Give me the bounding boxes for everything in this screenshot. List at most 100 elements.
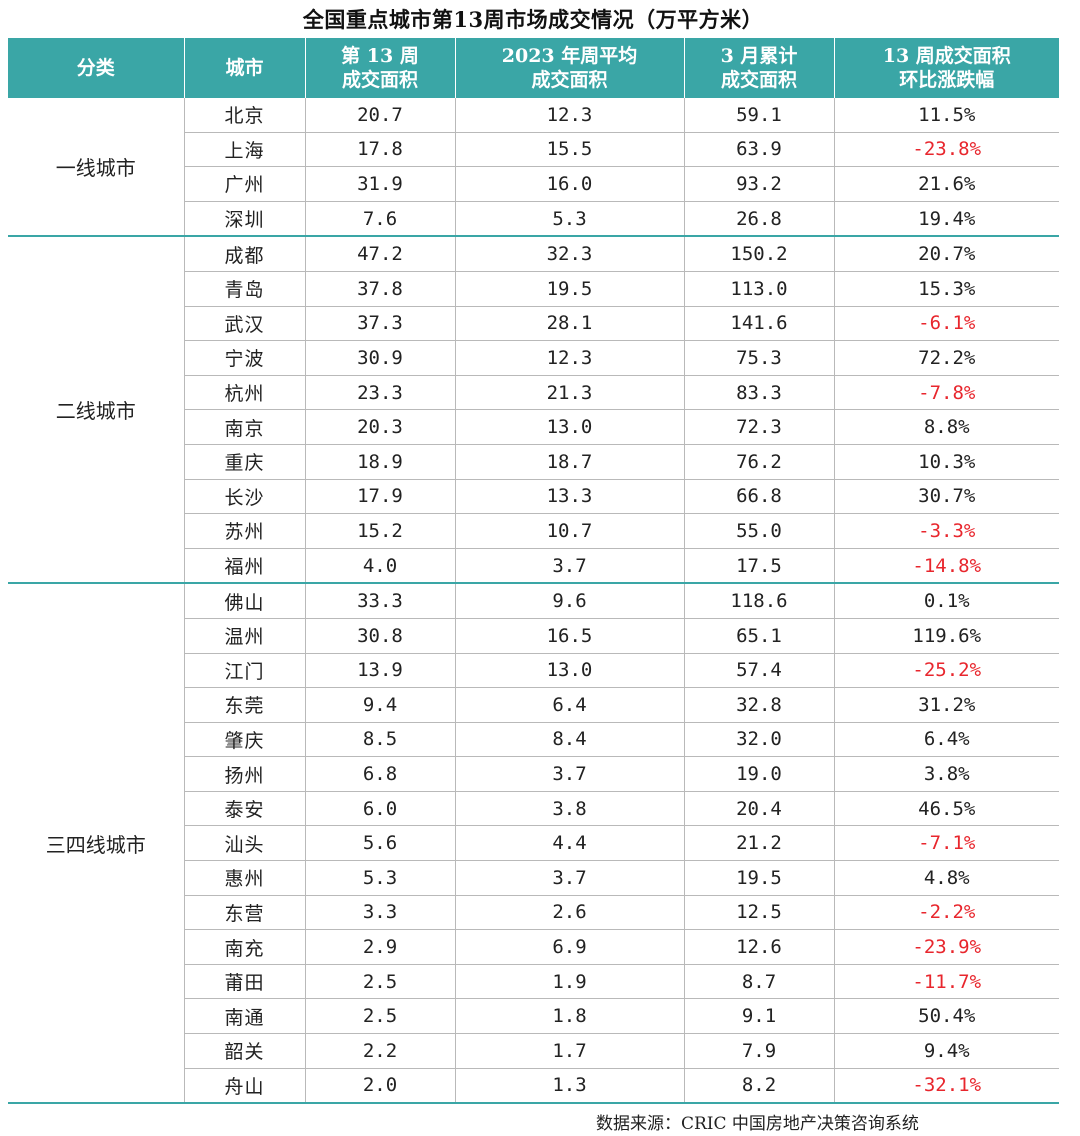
march-cell: 59.1 — [683, 98, 834, 133]
table-row: 东营 3.3 2.6 12.5 -2.2% — [8, 895, 1059, 931]
table-row: 重庆 18.9 18.7 76.2 10.3% — [8, 444, 1059, 480]
march-cell: 57.4 — [683, 653, 834, 689]
city-cell: 扬州 — [183, 756, 305, 792]
change-cell: -7.1% — [833, 825, 1059, 862]
change-cell: -14.8% — [833, 548, 1059, 585]
avg2023-cell: 19.5 — [454, 271, 684, 307]
change-cell: 6.4% — [833, 722, 1059, 758]
header-week13: 第 13 周成交面积 — [304, 38, 455, 98]
avg2023-cell: 3.7 — [454, 548, 684, 585]
week13-cell: 30.8 — [304, 618, 455, 654]
city-cell: 重庆 — [183, 444, 305, 480]
week13-cell: 20.7 — [304, 98, 455, 133]
week13-cell: 37.3 — [304, 306, 455, 342]
week13-cell: 4.0 — [304, 548, 455, 585]
march-cell: 75.3 — [683, 340, 834, 376]
avg2023-cell: 1.8 — [454, 998, 684, 1035]
avg2023-cell: 12.3 — [454, 340, 684, 376]
avg2023-cell: 3.8 — [454, 791, 684, 827]
table-row: 泰安 6.0 3.8 20.4 46.5% — [8, 791, 1059, 827]
table-title: 全国重点城市第13周市场成交情况（万平方米） — [302, 7, 764, 32]
city-cell: 汕头 — [183, 825, 305, 862]
week13-cell: 20.3 — [304, 409, 455, 445]
week13-cell: 18.9 — [304, 444, 455, 480]
change-cell: 0.1% — [833, 583, 1059, 619]
change-cell: 46.5% — [833, 791, 1059, 827]
march-cell: 12.6 — [683, 929, 834, 965]
table-row: 上海 17.8 15.5 63.9 -23.8% — [8, 132, 1059, 168]
change-cell: 21.6% — [833, 166, 1059, 202]
change-cell: -23.9% — [833, 929, 1059, 965]
city-cell: 成都 — [183, 236, 305, 272]
change-cell: -32.1% — [833, 1068, 1059, 1105]
table-row: 宁波 30.9 12.3 75.3 72.2% — [8, 340, 1059, 376]
avg2023-cell: 10.7 — [454, 513, 684, 549]
avg2023-cell: 1.3 — [454, 1068, 684, 1105]
avg2023-cell: 32.3 — [454, 236, 684, 272]
table-row: 扬州 6.8 3.7 19.0 3.8% — [8, 756, 1059, 792]
city-cell: 江门 — [183, 653, 305, 689]
march-cell: 8.2 — [683, 1068, 834, 1105]
avg2023-cell: 18.7 — [454, 444, 684, 480]
avg2023-cell: 16.0 — [454, 166, 684, 202]
table-row: 温州 30.8 16.5 65.1 119.6% — [8, 618, 1059, 654]
change-cell: 4.8% — [833, 860, 1059, 896]
march-cell: 150.2 — [683, 236, 834, 272]
week13-cell: 2.5 — [304, 964, 455, 1000]
city-cell: 深圳 — [183, 201, 305, 238]
category-cell: 三四线城市 — [8, 583, 184, 1105]
change-cell: 15.3% — [833, 271, 1059, 307]
table-row: 长沙 17.9 13.3 66.8 30.7% — [8, 479, 1059, 515]
header-city: 城市 — [183, 38, 305, 98]
week13-cell: 7.6 — [304, 201, 455, 238]
week13-cell: 17.9 — [304, 479, 455, 515]
table-row: 肇庆 8.5 8.4 32.0 6.4% — [8, 722, 1059, 758]
table-row: 江门 13.9 13.0 57.4 -25.2% — [8, 653, 1059, 689]
city-cell: 上海 — [183, 132, 305, 168]
march-cell: 20.4 — [683, 791, 834, 827]
week13-cell: 3.3 — [304, 895, 455, 931]
week13-cell: 5.6 — [304, 825, 455, 862]
city-cell: 广州 — [183, 166, 305, 202]
march-cell: 12.5 — [683, 895, 834, 931]
march-cell: 26.8 — [683, 201, 834, 238]
header-avg2023: 2023 年周平均 成交面积 — [454, 38, 684, 98]
week13-cell: 2.2 — [304, 1033, 455, 1069]
march-cell: 55.0 — [683, 513, 834, 549]
change-cell: 3.8% — [833, 756, 1059, 792]
week13-cell: 5.3 — [304, 860, 455, 896]
avg2023-cell: 4.4 — [454, 825, 684, 862]
table-row: 东莞 9.4 6.4 32.8 31.2% — [8, 687, 1059, 723]
city-cell: 南京 — [183, 409, 305, 445]
change-cell: 31.2% — [833, 687, 1059, 723]
march-cell: 32.8 — [683, 687, 834, 723]
city-cell: 肇庆 — [183, 722, 305, 758]
header-march: 3 月累计 成交面积 — [683, 38, 834, 98]
city-cell: 东营 — [183, 895, 305, 931]
week13-cell: 23.3 — [304, 375, 455, 411]
change-cell: -3.3% — [833, 513, 1059, 549]
city-cell: 宁波 — [183, 340, 305, 376]
table-body: 一线城市 北京 20.7 12.3 59.1 11.5% 上海 17.8 15.5 63.9 -23… — [8, 98, 1059, 1105]
city-cell: 武汉 — [183, 306, 305, 342]
avg2023-cell: 16.5 — [454, 618, 684, 654]
march-cell: 93.2 — [683, 166, 834, 202]
table-row: 深圳 7.6 5.3 26.8 19.4% — [8, 201, 1059, 238]
avg2023-cell: 13.0 — [454, 653, 684, 689]
avg2023-cell: 6.9 — [454, 929, 684, 965]
table-row: 莆田 2.5 1.9 8.7 -11.7% — [8, 964, 1059, 1000]
march-cell: 63.9 — [683, 132, 834, 168]
table-row: 苏州 15.2 10.7 55.0 -3.3% — [8, 513, 1059, 549]
table-row: 南京 20.3 13.0 72.3 8.8% — [8, 409, 1059, 445]
table-row: 杭州 23.3 21.3 83.3 -7.8% — [8, 375, 1059, 411]
market-table: 分类 城市 第 13 周成交面积 2023 年周平均 成交面积 3 月累计 成交面积… — [8, 38, 1059, 1105]
table-row: 汕头 5.6 4.4 21.2 -7.1% — [8, 825, 1059, 862]
march-cell: 9.1 — [683, 998, 834, 1035]
change-cell: -6.1% — [833, 306, 1059, 342]
table-row: 南充 2.9 6.9 12.6 -23.9% — [8, 929, 1059, 965]
march-cell: 8.7 — [683, 964, 834, 1000]
week13-cell: 6.8 — [304, 756, 455, 792]
week13-cell: 31.9 — [304, 166, 455, 202]
week13-cell: 2.0 — [304, 1068, 455, 1105]
week13-cell: 47.2 — [304, 236, 455, 272]
